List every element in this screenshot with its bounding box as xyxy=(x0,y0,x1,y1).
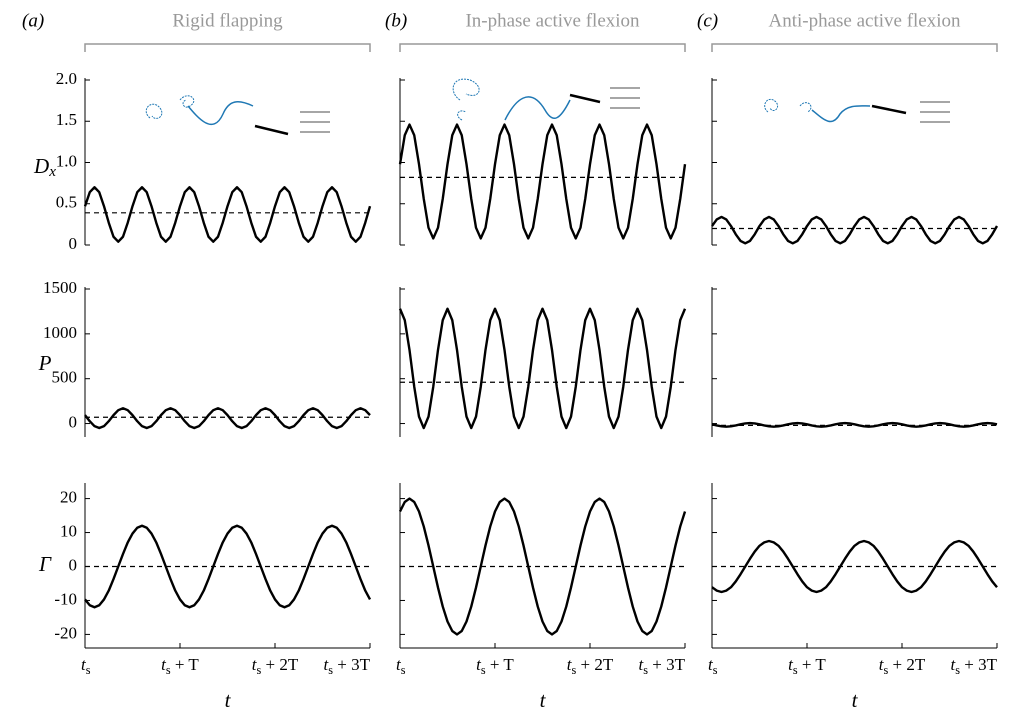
y-axis-label: Γ xyxy=(38,552,52,576)
data-line xyxy=(711,421,998,428)
y-tick-label: -20 xyxy=(54,623,77,642)
y-tick-label: 1500 xyxy=(43,278,77,297)
x-tick-label: ts xyxy=(81,655,91,677)
x-axis-label: t xyxy=(225,688,232,712)
panel-title: In-phase active flexion xyxy=(465,10,640,31)
x-axis-label: t xyxy=(852,688,859,712)
x-tick-label: ts + 2T xyxy=(879,655,926,677)
data-line xyxy=(84,407,371,430)
title-bracket xyxy=(711,43,998,52)
y-tick-label: 20 xyxy=(60,487,77,506)
panel-title: Anti-phase active flexion xyxy=(768,10,961,31)
y-tick-label: 0 xyxy=(69,555,78,574)
data-line xyxy=(711,539,998,594)
x-tick-label: ts + 3T xyxy=(951,655,998,677)
data-line xyxy=(398,123,687,240)
wake-illustration xyxy=(764,98,950,123)
wake-illustration xyxy=(145,95,330,136)
y-tick-label: 2.0 xyxy=(56,69,77,88)
title-bracket xyxy=(84,43,371,52)
y-tick-label: 1000 xyxy=(43,323,77,342)
y-tick-label: 0 xyxy=(69,234,78,253)
data-line xyxy=(398,497,687,636)
data-line xyxy=(398,307,687,430)
x-tick-label: ts + 2T xyxy=(567,655,614,677)
x-tick-label: ts xyxy=(708,655,718,677)
x-tick-label: ts + T xyxy=(161,655,199,677)
panel-label: (c) xyxy=(697,10,718,31)
title-bracket xyxy=(399,43,686,52)
y-tick-label: 0 xyxy=(69,412,78,431)
x-tick-label: ts + T xyxy=(476,655,514,677)
y-tick-label: 0.5 xyxy=(56,193,77,212)
y-tick-label: 500 xyxy=(52,368,78,387)
y-tick-label: -10 xyxy=(54,589,77,608)
y-axis-label: Dx xyxy=(33,154,56,181)
y-tick-label: 1.5 xyxy=(56,110,77,129)
x-tick-label: ts + 2T xyxy=(252,655,299,677)
wake-illustration xyxy=(452,78,640,121)
panel-title: Rigid flapping xyxy=(172,10,283,31)
x-tick-label: ts + 3T xyxy=(324,655,371,677)
y-tick-label: 10 xyxy=(60,521,77,540)
x-tick-label: ts + 3T xyxy=(639,655,686,677)
data-line xyxy=(84,524,372,609)
y-tick-label: 1.0 xyxy=(56,151,77,170)
x-tick-label: ts + T xyxy=(788,655,826,677)
data-line xyxy=(711,215,999,245)
y-axis-label: P xyxy=(38,351,52,375)
wake-illustrations xyxy=(145,78,950,136)
panel-label: (b) xyxy=(385,10,407,31)
x-axis-label: t xyxy=(540,688,547,712)
x-tick-label: ts xyxy=(396,655,406,677)
data-line xyxy=(83,186,372,243)
panel-label: (a) xyxy=(22,10,44,31)
